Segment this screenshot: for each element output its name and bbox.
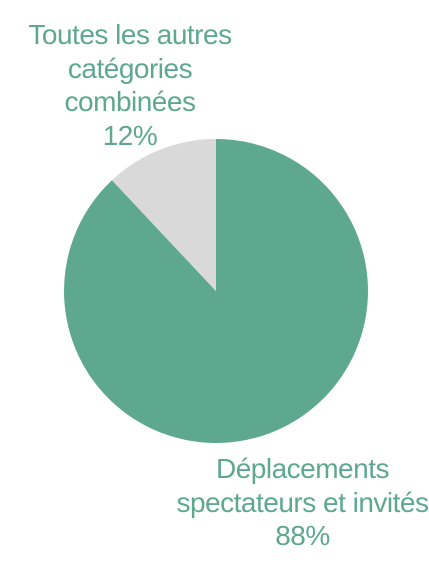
pie-slice-other-categories [111, 139, 216, 291]
pie-slices [63, 139, 369, 443]
slice-label-travel-line-2: spectateurs et invités [176, 486, 429, 518]
slice-label-other-line-1: Toutes les autres [28, 19, 232, 50]
slice-label-other-categories: Toutes les autres catégories combinées 1… [0, 18, 260, 152]
slice-label-travel: Déplacements spectateurs et invités 88% [176, 452, 429, 553]
slice-label-travel-line-1: Déplacements [216, 453, 389, 484]
slice-label-other-line-2: catégories combinées [64, 52, 196, 118]
slice-value-travel: 88% [275, 520, 330, 552]
slice-value-other: 12% [102, 119, 158, 151]
